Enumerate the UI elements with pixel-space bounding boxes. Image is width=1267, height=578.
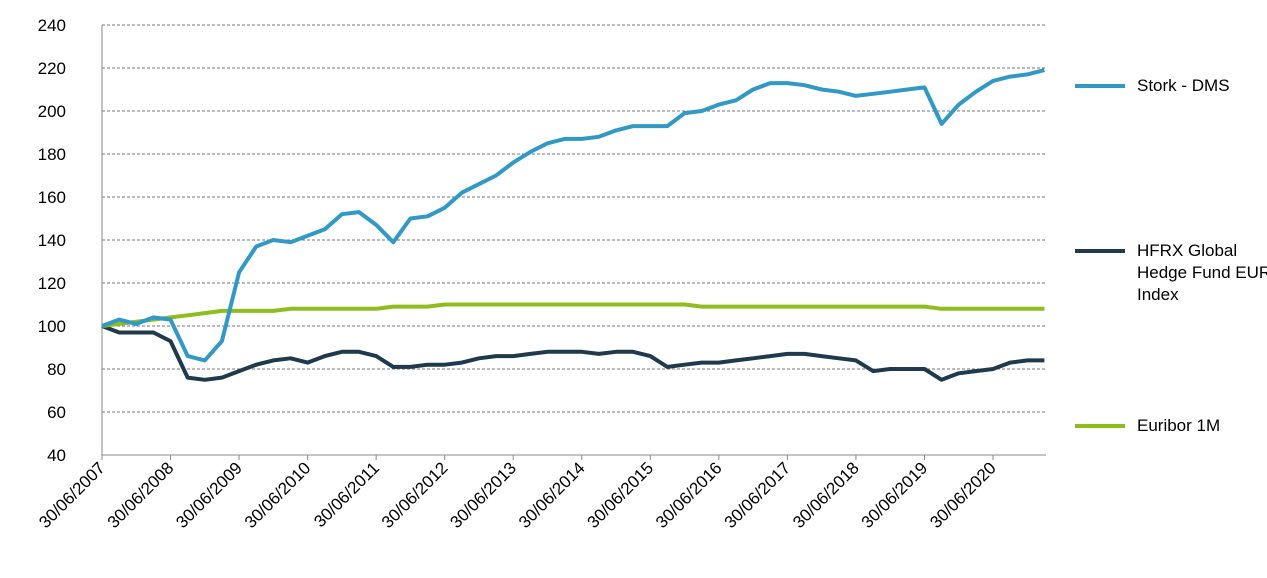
x-tick-label: 30/06/2011 (310, 458, 383, 531)
x-tick-label: 30/06/2016 (652, 458, 726, 532)
legend-swatch (1075, 424, 1125, 428)
y-tick-label: 160 (38, 188, 66, 207)
x-tick-label: 30/06/2007 (35, 458, 109, 532)
x-tick-label: 30/06/2012 (378, 458, 452, 532)
x-tick-label: 30/06/2009 (172, 458, 246, 532)
legend-label: Stork - DMS (1137, 75, 1267, 97)
x-tick-label: 30/06/2014 (515, 458, 589, 532)
y-tick-label: 240 (38, 16, 66, 35)
x-tick-label: 30/06/2018 (789, 458, 863, 532)
y-tick-label: 180 (38, 145, 66, 164)
legend-swatch (1075, 249, 1125, 253)
x-tick-label: 30/06/2010 (241, 458, 315, 532)
y-tick-label: 100 (38, 317, 66, 336)
legend-entry: HFRX Global Hedge Fund EUR Index (1075, 240, 1267, 306)
x-tick-label: 30/06/2020 (926, 458, 1000, 532)
series-line (102, 70, 1044, 360)
legend-swatch (1075, 84, 1125, 88)
x-tick-label: 30/06/2017 (721, 458, 795, 532)
legend-label: Euribor 1M (1137, 415, 1267, 437)
legend-entry: Stork - DMS (1075, 75, 1267, 97)
x-tick-label: 30/06/2019 (858, 458, 932, 532)
y-tick-label: 60 (47, 403, 66, 422)
x-tick-label: 30/06/2015 (584, 458, 658, 532)
y-tick-label: 140 (38, 231, 66, 250)
y-tick-label: 40 (47, 446, 66, 465)
series-line (102, 305, 1044, 327)
y-tick-label: 120 (38, 274, 66, 293)
x-tick-label: 30/06/2008 (104, 458, 178, 532)
y-tick-label: 80 (47, 360, 66, 379)
legend-label: HFRX Global Hedge Fund EUR Index (1137, 240, 1267, 306)
y-tick-label: 200 (38, 102, 66, 121)
page: 40 60 80 100 120 140 160 180 200 220 240 30/06/2007… (0, 0, 1267, 573)
y-tick-label: 220 (38, 59, 66, 78)
series-line (102, 326, 1044, 380)
legend-entry: Euribor 1M (1075, 415, 1267, 437)
x-tick-label: 30/06/2013 (446, 458, 520, 532)
